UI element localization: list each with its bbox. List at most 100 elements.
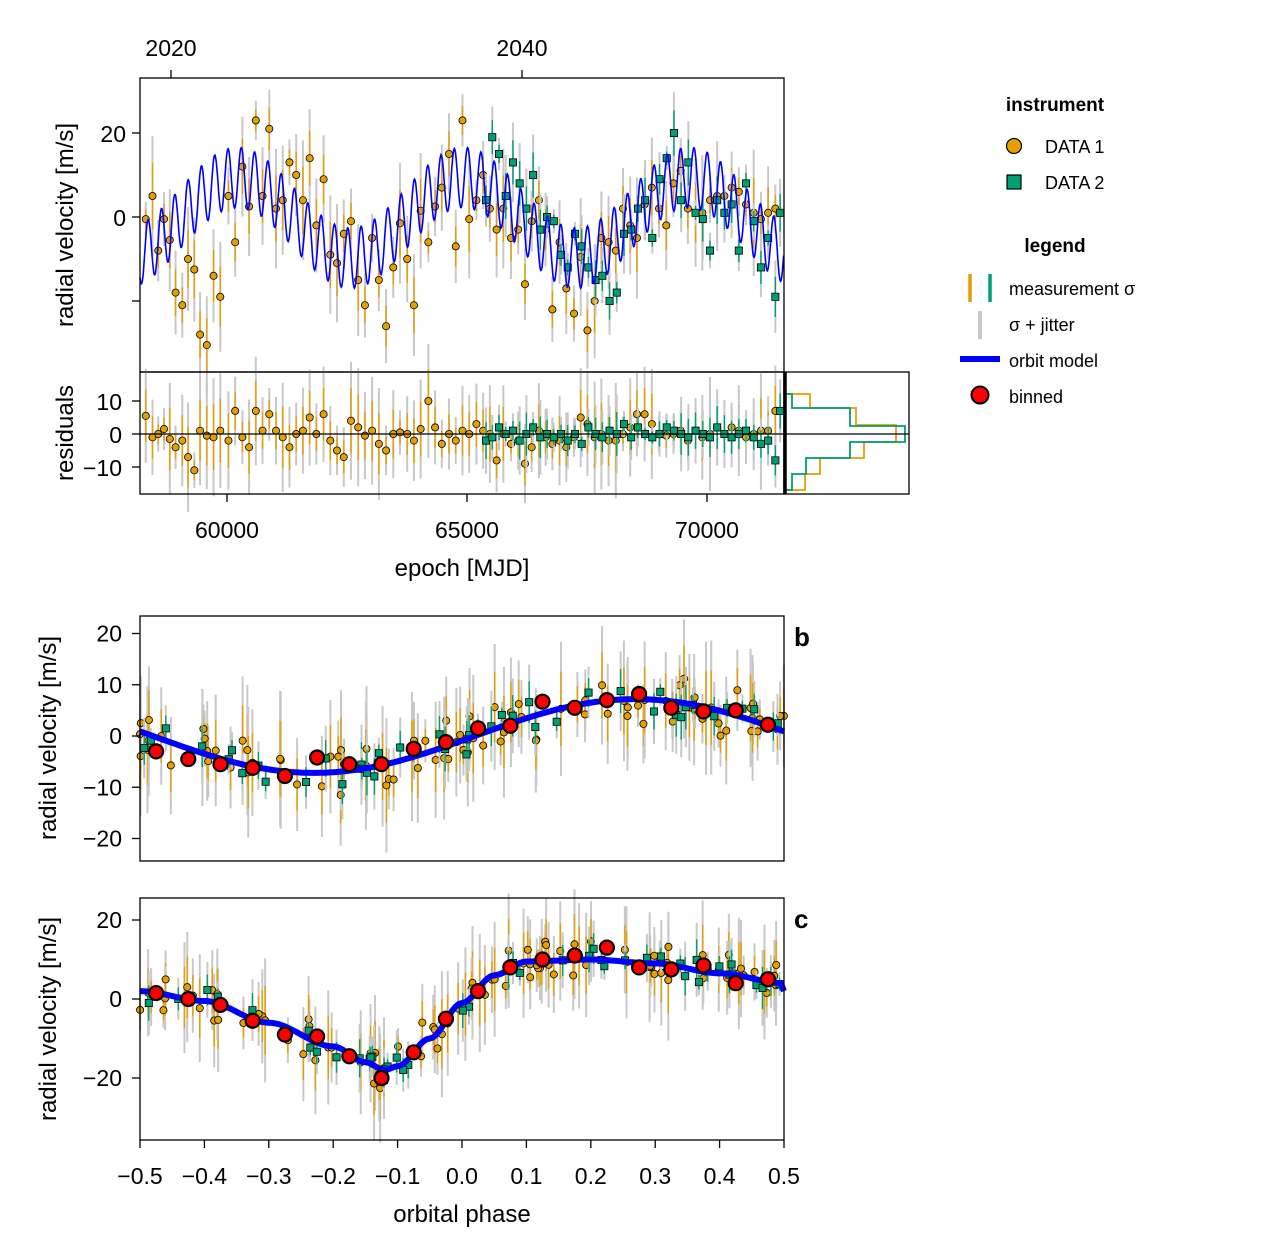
r-data1-point xyxy=(437,439,446,448)
a-data1-point xyxy=(278,196,287,205)
a-data1-point xyxy=(555,238,564,247)
residual-histogram xyxy=(786,393,906,491)
r-data1-point xyxy=(165,434,174,443)
r-data2-point xyxy=(756,439,765,448)
a-data1-point xyxy=(662,221,671,230)
b-binned-point xyxy=(759,716,777,733)
year-tick-label-2040: 2040 xyxy=(496,35,547,61)
c-binned-point xyxy=(534,951,551,968)
r-data1-point xyxy=(196,426,205,435)
a-data2-point xyxy=(529,170,538,179)
a-data2-point xyxy=(641,196,650,205)
b-data1-point xyxy=(337,746,346,755)
b-data1-point xyxy=(598,681,607,690)
c-data1-point xyxy=(418,1018,427,1027)
r-data1-point xyxy=(520,459,529,468)
panel-b-frame xyxy=(139,615,785,862)
c-data1-point xyxy=(214,1015,223,1024)
r-data1-point xyxy=(209,433,218,442)
r-data2-point xyxy=(713,423,722,432)
b-data1-point xyxy=(413,764,422,773)
c-data1-point xyxy=(161,975,170,984)
r-data1-point xyxy=(326,436,335,445)
b-data2-point xyxy=(374,749,383,758)
c-x-tick-label: −0.1 xyxy=(375,1163,420,1189)
b-binned-point xyxy=(630,685,648,703)
c-binned-point xyxy=(727,975,744,992)
r-data1-point xyxy=(202,431,211,440)
a-data1-point xyxy=(285,158,294,167)
r-y-tick-label: 0 xyxy=(109,422,122,448)
a-data1-point xyxy=(569,309,578,318)
histogram-data2 xyxy=(786,393,906,491)
r-data1-point xyxy=(374,439,383,448)
r-data1-point xyxy=(396,428,405,437)
b-binned-point xyxy=(695,703,712,720)
b-data1-point xyxy=(479,741,488,750)
c-data1-point xyxy=(542,941,551,950)
c-data2-point xyxy=(715,962,724,971)
a-data2-point xyxy=(742,179,751,188)
b-binned-point xyxy=(470,720,487,737)
c-binned-point xyxy=(244,1012,261,1029)
r-data1-point xyxy=(171,443,180,452)
b-data2-point xyxy=(584,688,593,697)
c-x-tick-label: 0.1 xyxy=(510,1163,542,1189)
b-y-tick-label: 0 xyxy=(109,723,122,749)
b-binned-point xyxy=(566,699,583,716)
c-data1-point xyxy=(570,940,579,949)
r-data2-point xyxy=(577,439,586,448)
legend-jitter-label: σ + jitter xyxy=(1009,315,1075,335)
r-data1-point xyxy=(409,436,418,445)
c-data2-point xyxy=(681,972,690,981)
c-x-tick-label: −0.3 xyxy=(246,1163,291,1189)
a-data2-point xyxy=(488,133,497,142)
r-data1-point xyxy=(416,425,425,434)
b-binned-point xyxy=(437,734,454,751)
a-data2-point xyxy=(698,215,707,224)
c-data1-point xyxy=(664,976,673,985)
r-data2-point xyxy=(619,420,628,429)
c-binned-point xyxy=(502,959,519,976)
c-data2-point xyxy=(727,960,736,969)
c-data2-point xyxy=(312,1047,321,1056)
r-data1-point xyxy=(298,426,307,435)
c-data1-point xyxy=(299,1050,308,1059)
r-y-tick-label: −10 xyxy=(83,455,122,481)
a-data1-point xyxy=(409,301,418,310)
a-data1-point xyxy=(583,326,592,335)
a-data1-point xyxy=(346,217,355,226)
r-y-axis-label: residuals xyxy=(52,385,79,481)
r-data1-point xyxy=(216,426,225,435)
c-binned-point xyxy=(598,939,616,956)
c-data1-point xyxy=(183,983,192,992)
c-x-tick-label: −0.4 xyxy=(182,1163,228,1189)
b-data2-point xyxy=(677,713,686,722)
r-data1-point xyxy=(346,416,355,425)
r-data2-point xyxy=(563,436,572,445)
legend-binned-marker xyxy=(970,385,990,405)
c-data2-point xyxy=(203,986,212,995)
a-data1-point xyxy=(374,275,383,284)
b-data2-point xyxy=(462,750,471,759)
b-y-axis: 20 10 0 −10 −20 xyxy=(83,621,140,852)
r-data1-point xyxy=(231,406,240,415)
c-data1-point xyxy=(549,970,558,979)
b-data2-point xyxy=(616,687,625,696)
r-data2-point xyxy=(662,423,671,432)
a-data2-point xyxy=(771,292,780,301)
legend-data1-label: DATA 1 xyxy=(1045,137,1104,157)
r-data2-point xyxy=(776,406,785,415)
c-binned-point xyxy=(373,1069,390,1087)
c-binned-point xyxy=(309,1028,326,1045)
a-data1-point xyxy=(272,204,281,213)
r-data2-point xyxy=(598,433,607,442)
b-data1-point xyxy=(714,719,723,728)
c-y-tick-label: 0 xyxy=(109,986,122,1012)
a-data1-point xyxy=(238,162,247,171)
c-x-tick-label: 0.2 xyxy=(575,1163,607,1189)
c-binned-point xyxy=(180,990,197,1008)
r-data1-point xyxy=(354,423,363,432)
b-data1-point xyxy=(199,724,208,733)
a-y-tick-label: 20 xyxy=(100,121,126,147)
